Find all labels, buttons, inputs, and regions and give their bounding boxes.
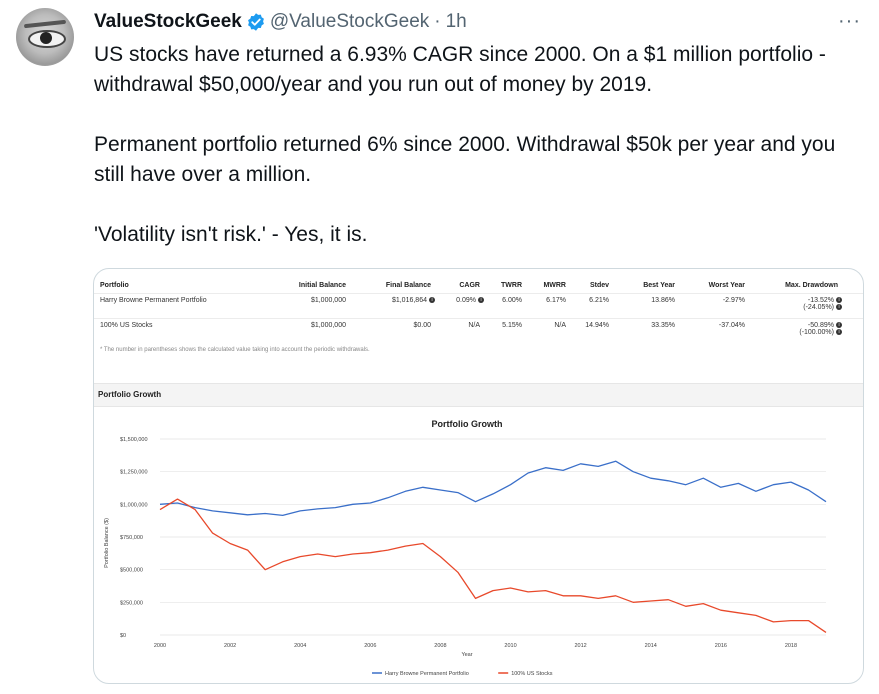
info-icon[interactable]: i xyxy=(478,297,484,304)
x-tick-label: 2014 xyxy=(645,643,657,649)
cell-initial-balance: $1,000,000 xyxy=(310,322,346,329)
header-max-drawdown: Max. Drawdown xyxy=(785,282,838,289)
tweet-header: ValueStockGeek @ValueStockGeek · 1h xyxy=(94,10,467,34)
cell-worst-year: -37.04% xyxy=(718,322,745,329)
cell-max-drawdown: -13.52% i (-24.05%) i xyxy=(803,297,842,311)
separator-dot: · xyxy=(434,11,441,32)
cell-final-balance: $1,016,864 i xyxy=(392,297,435,304)
y-tick-label: $0 xyxy=(120,633,126,639)
section-title: Portfolio Growth xyxy=(98,390,162,399)
table-footnote: * The number in parentheses shows the ca… xyxy=(100,347,370,353)
x-tick-label: 2004 xyxy=(294,643,306,649)
info-icon[interactable]: i xyxy=(836,297,842,304)
avatar[interactable] xyxy=(16,8,74,66)
more-options-icon[interactable]: ··· xyxy=(838,10,861,32)
cell-portfolio: 100% US Stocks xyxy=(100,322,153,329)
y-tick-label: $750,000 xyxy=(120,535,143,541)
cell-cagr: N/A xyxy=(468,322,480,329)
display-name[interactable]: ValueStockGeek xyxy=(94,11,242,32)
x-tick-label: 2006 xyxy=(364,643,376,649)
cell-portfolio: Harry Browne Permanent Portfolio xyxy=(100,297,207,304)
header-portfolio: Portfolio xyxy=(100,282,129,289)
table-header-row: Portfolio Initial Balance Final Balance … xyxy=(94,279,863,293)
user-handle[interactable]: @ValueStockGeek xyxy=(269,11,430,32)
table-row: 100% US Stocks $1,000,000 $0.00 N/A 5.15… xyxy=(94,318,863,343)
y-tick-label: $1,250,000 xyxy=(120,470,148,476)
x-tick-label: 2016 xyxy=(715,643,727,649)
header-cagr: CAGR xyxy=(459,282,480,289)
y-tick-label: $1,000,000 xyxy=(120,502,148,508)
y-axis-label: Portfolio Balance ($) xyxy=(104,518,110,568)
avatar-pupil xyxy=(40,32,52,44)
table-row: Harry Browne Permanent Portfolio $1,000,… xyxy=(94,293,863,318)
cell-twrr: 6.00% xyxy=(502,297,522,304)
x-tick-label: 2008 xyxy=(434,643,446,649)
header-final-balance: Final Balance xyxy=(385,282,431,289)
cell-mwrr: N/A xyxy=(554,322,566,329)
series-line-us-stocks xyxy=(159,498,827,633)
x-tick-label: 2012 xyxy=(575,643,587,649)
tweet-paragraph: Permanent portfolio returned 6% since 20… xyxy=(94,133,836,186)
legend-label[interactable]: Harry Browne Permanent Portfolio xyxy=(385,671,469,677)
header-initial-balance: Initial Balance xyxy=(298,282,346,289)
tweet-paragraph: 'Volatility isn't risk.' - Yes, it is. xyxy=(94,223,368,246)
cell-final-balance-value: $1,016,864 xyxy=(391,297,427,304)
cell-max-drawdown-adjusted: (-24.05%) xyxy=(803,304,834,311)
section-header: Portfolio Growth xyxy=(94,383,863,407)
y-tick-label: $500,000 xyxy=(120,568,143,574)
tweet-paragraph: US stocks have returned a 6.93% CAGR sin… xyxy=(94,43,826,96)
y-tick-label: $250,000 xyxy=(120,600,143,606)
header-worst-year: Worst Year xyxy=(708,282,745,289)
header-stdev: Stdev xyxy=(589,282,609,289)
cell-max-drawdown-value: -13.52% xyxy=(807,297,834,304)
cell-stdev: 14.94% xyxy=(585,322,609,329)
cell-max-drawdown: -50.89% i (-100.00%) i xyxy=(799,322,842,336)
timestamp[interactable]: 1h xyxy=(445,11,467,32)
cell-best-year: 13.86% xyxy=(651,297,675,304)
cell-max-drawdown-value: -50.89% xyxy=(807,322,834,329)
header-best-year: Best Year xyxy=(643,282,675,289)
cell-cagr: 0.09% i xyxy=(456,297,484,304)
verified-badge-icon[interactable] xyxy=(246,12,266,32)
cell-twrr: 5.15% xyxy=(502,322,522,329)
x-tick-label: 2000 xyxy=(154,643,166,649)
cell-initial-balance: $1,000,000 xyxy=(310,297,346,304)
info-icon[interactable]: i xyxy=(836,329,842,336)
series-line-permanent-portfolio xyxy=(159,460,827,517)
tweet-image[interactable]: Portfolio Initial Balance Final Balance … xyxy=(93,268,864,684)
avatar-brow xyxy=(23,19,67,29)
info-icon[interactable]: i xyxy=(429,297,435,304)
cell-max-drawdown-adjusted: (-100.00%) xyxy=(799,329,834,336)
cell-mwrr: 6.17% xyxy=(546,297,566,304)
legend-label[interactable]: 100% US Stocks xyxy=(511,671,553,677)
tweet-text: US stocks have returned a 6.93% CAGR sin… xyxy=(94,40,854,280)
portfolio-growth-chart: Portfolio Growth $0 $250,000 $500,000 $750,… xyxy=(104,419,827,677)
chart-title: Portfolio Growth xyxy=(432,419,503,429)
y-tick-label: $1,500,000 xyxy=(120,437,148,443)
info-icon[interactable]: i xyxy=(836,304,842,311)
cell-final-balance: $0.00 xyxy=(413,322,431,329)
header-mwrr: MWRR xyxy=(543,282,566,289)
x-tick-label: 2018 xyxy=(785,643,797,649)
x-axis-label: Year xyxy=(461,652,472,658)
header-twrr: TWRR xyxy=(501,282,522,289)
cell-cagr-value: 0.09% xyxy=(456,297,476,304)
results-table: Portfolio Initial Balance Final Balance … xyxy=(94,279,863,343)
x-tick-label: 2010 xyxy=(504,643,516,649)
x-tick-label: 2002 xyxy=(224,643,236,649)
info-icon[interactable]: i xyxy=(836,322,842,329)
cell-best-year: 33.35% xyxy=(651,322,675,329)
cell-stdev: 6.21% xyxy=(589,297,609,304)
cell-worst-year: -2.97% xyxy=(722,297,745,304)
